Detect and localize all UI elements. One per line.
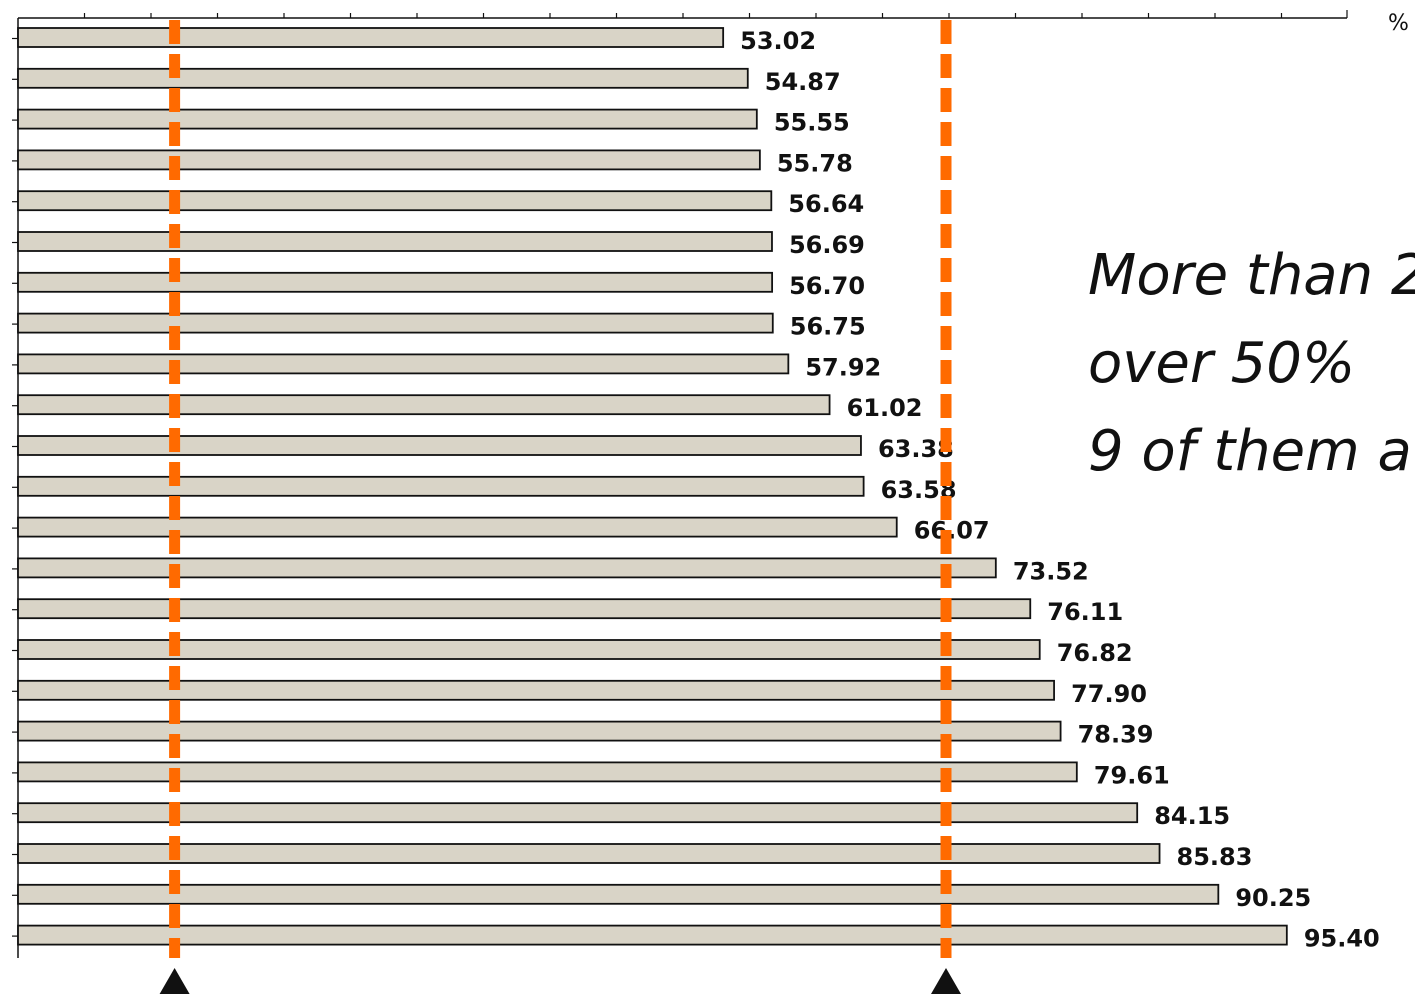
reference-marker-arrow xyxy=(931,968,961,994)
bar-value-label: 57.92 xyxy=(805,353,881,381)
bar-value-label: 76.11 xyxy=(1047,598,1123,626)
bar xyxy=(17,639,1041,660)
bar xyxy=(17,883,1220,905)
bar xyxy=(17,271,774,293)
bar-value-label: 53.02 xyxy=(740,27,816,55)
bar-value-label: 95.40 xyxy=(1304,925,1380,953)
bar xyxy=(17,435,862,456)
bar xyxy=(17,679,1055,701)
annotation-line-3: 9 of them a xyxy=(1088,419,1412,484)
bar xyxy=(17,475,865,497)
bar xyxy=(17,720,1062,742)
bar-value-label: 90.25 xyxy=(1235,884,1311,912)
bar-value-label: 76.82 xyxy=(1057,639,1133,667)
bar-value-label: 79.61 xyxy=(1094,761,1170,789)
bar-value-label: 85.83 xyxy=(1177,843,1253,871)
bar-value-label: 78.39 xyxy=(1078,721,1154,749)
bar-value-label: 56.75 xyxy=(790,313,866,341)
bar xyxy=(17,231,773,252)
bar-value-label: 77.90 xyxy=(1071,680,1147,708)
bar xyxy=(17,149,761,171)
bar xyxy=(17,190,773,212)
bar-value-label: 55.78 xyxy=(777,149,853,177)
bar-value-label: 73.52 xyxy=(1013,557,1089,585)
x-axis-unit-label: % xyxy=(1388,11,1409,36)
bar-value-label: 55.55 xyxy=(774,109,850,137)
bar xyxy=(17,27,725,48)
bar-value-label: 61.02 xyxy=(847,394,923,422)
bar xyxy=(17,516,898,538)
bar xyxy=(17,67,749,89)
bar xyxy=(17,108,758,130)
annotation-line-1: More than 2 xyxy=(1088,243,1415,308)
bar xyxy=(17,353,790,375)
bar xyxy=(17,761,1078,783)
bar-value-label: 56.69 xyxy=(789,231,865,259)
bar-value-label: 84.15 xyxy=(1154,802,1230,830)
bar xyxy=(17,598,1032,620)
bar-value-label: 66.07 xyxy=(914,517,990,545)
bar xyxy=(17,924,1288,946)
chart-annotation: More than 2 over 50% 9 of them a xyxy=(1088,232,1415,496)
bar xyxy=(17,557,997,579)
reference-marker-arrow xyxy=(159,968,190,994)
bar xyxy=(17,394,831,416)
bar xyxy=(17,843,1161,864)
bar-value-label: 56.64 xyxy=(788,190,864,218)
annotation-line-2: over 50% xyxy=(1088,331,1356,396)
bar-value-label: 56.70 xyxy=(789,272,865,300)
bar xyxy=(17,312,774,334)
bar xyxy=(17,802,1139,824)
bar-value-label: 54.87 xyxy=(765,68,841,96)
